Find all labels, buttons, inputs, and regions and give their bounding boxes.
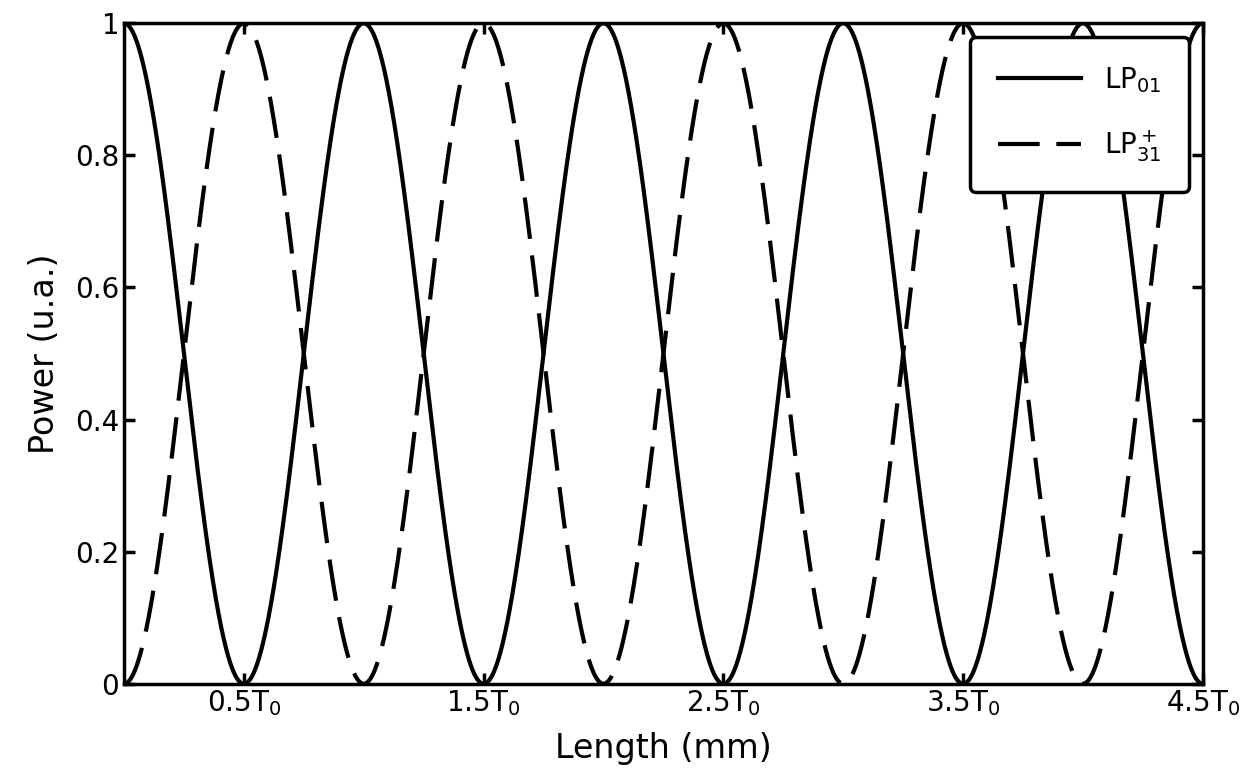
Legend: LP$_{01}$, LP$^+_{31}$: LP$_{01}$, LP$^+_{31}$ [971,37,1189,192]
X-axis label: Length (mm): Length (mm) [556,732,771,765]
Y-axis label: Power (u.a.): Power (u.a.) [29,253,61,454]
